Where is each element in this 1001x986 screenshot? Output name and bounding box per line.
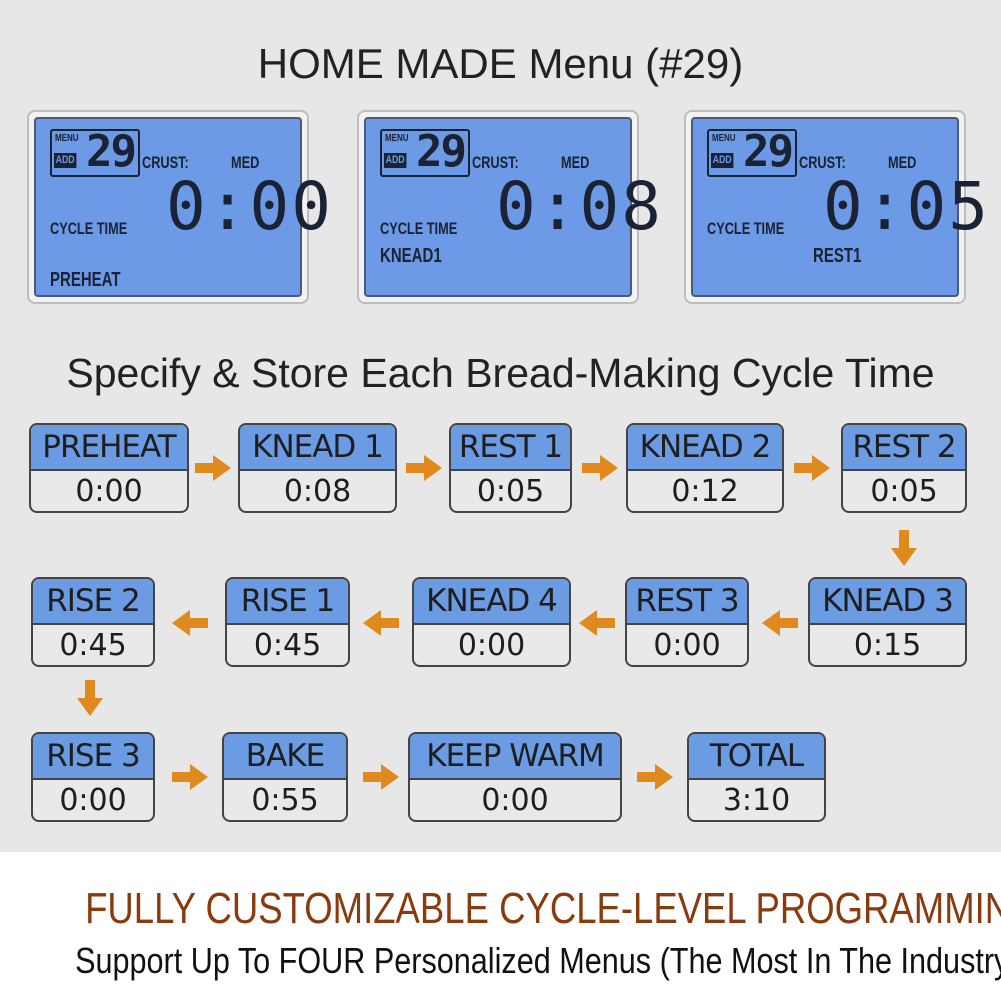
- cycle-step-box: PREHEAT 0:00: [29, 423, 189, 513]
- menu-title: HOME MADE Menu (#29): [257, 40, 744, 87]
- stage-label: REST1: [813, 245, 862, 267]
- arrow-right-icon: [582, 455, 618, 481]
- menu-label: MENU: [385, 133, 409, 144]
- step-label: KNEAD 2: [628, 425, 782, 471]
- step-time: 0:08: [283, 474, 352, 509]
- cycle-time-value: 0:05: [823, 168, 990, 245]
- add-label: ADD: [384, 153, 407, 168]
- menu-number-box: MENU ADD 29: [707, 129, 797, 177]
- crust-value: MED: [231, 153, 260, 172]
- cycle-step-box: REST 1 0:05: [449, 423, 572, 513]
- lcd-screen: MENU ADD 29 CRUST: MED 0:05 CYCLE TIME R…: [691, 117, 988, 297]
- step-label: KEEP WARM: [410, 734, 620, 780]
- step-time: 0:45: [253, 628, 322, 663]
- step-time: 0:12: [671, 474, 739, 509]
- cycle-step-box: REST 2 0:05: [841, 423, 967, 513]
- step-label: BAKE: [224, 734, 346, 780]
- cycle-time-label: CYCLE TIME: [707, 219, 785, 238]
- arrow-right-icon: [172, 764, 208, 790]
- arrow-down-icon: [891, 530, 917, 566]
- menu-label: MENU: [712, 133, 736, 144]
- arrow-down-icon: [77, 680, 103, 716]
- step-label: KNEAD 1: [240, 425, 395, 471]
- crust-label: CRUST:: [472, 153, 519, 172]
- promo-subheading: Support Up To FOUR Personalized Menus (T…: [75, 940, 1001, 981]
- cycle-step-box: TOTAL 3:10: [687, 732, 826, 822]
- crust-label: CRUST:: [799, 153, 846, 172]
- step-label: RISE 3: [33, 734, 153, 780]
- lcd-display: MENU ADD 29 CRUST: MED 0:05 CYCLE TIME R…: [684, 110, 988, 304]
- menu-label: MENU: [55, 133, 79, 144]
- lcd-display: MENU ADD 29 CRUST: MED 0:00 CYCLE TIME P…: [27, 110, 331, 304]
- arrow-left-icon: [363, 610, 399, 636]
- stage-label: KNEAD1: [380, 245, 442, 267]
- step-label: PREHEAT: [31, 425, 187, 471]
- step-label: TOTAL: [689, 734, 824, 780]
- step-label: KNEAD 3: [810, 579, 965, 625]
- step-label: KNEAD 4: [414, 579, 569, 625]
- cycle-step-box: RISE 1 0:45: [225, 577, 350, 667]
- arrow-left-icon: [172, 610, 208, 636]
- cycle-step-box: KNEAD 3 0:15: [808, 577, 967, 667]
- step-time: 0:55: [251, 783, 319, 818]
- cycle-step-box: KEEP WARM 0:00: [408, 732, 622, 822]
- step-label: RISE 2: [33, 579, 153, 625]
- crust-value: MED: [561, 153, 590, 172]
- step-time: 0:00: [75, 474, 143, 509]
- menu-number-box: MENU ADD 29: [380, 129, 470, 177]
- step-time: 0:00: [653, 628, 721, 663]
- step-label: REST 2: [843, 425, 965, 471]
- menu-number: 29: [743, 126, 794, 177]
- step-time: 0:05: [870, 474, 938, 509]
- cycle-step-box: KNEAD 1 0:08: [238, 423, 397, 513]
- cycle-step-box: KNEAD 4 0:00: [412, 577, 571, 667]
- step-time: 0:45: [59, 628, 127, 663]
- step-label: REST 3: [627, 579, 747, 625]
- cycle-time-value: 0:00: [166, 168, 333, 245]
- crust-label: CRUST:: [142, 153, 189, 172]
- step-time: 0:00: [457, 628, 526, 663]
- arrow-right-icon: [637, 764, 673, 790]
- cycle-step-box: BAKE 0:55: [222, 732, 348, 822]
- cycle-subtitle: Specify & Store Each Bread-Making Cycle …: [66, 350, 935, 396]
- step-time: 0:05: [476, 474, 545, 509]
- step-label: RISE 1: [227, 579, 348, 625]
- lcd-display: MENU ADD 29 CRUST: MED 0:08 CYCLE TIME K…: [357, 110, 661, 304]
- cycle-step-box: RISE 2 0:45: [31, 577, 155, 667]
- lcd-screen: MENU ADD 29 CRUST: MED 0:00 CYCLE TIME P…: [34, 117, 331, 297]
- crust-value: MED: [888, 153, 917, 172]
- cycle-time-label: CYCLE TIME: [50, 219, 128, 238]
- arrow-left-icon: [762, 610, 798, 636]
- stage-label: PREHEAT: [50, 269, 121, 291]
- step-time: 3:10: [722, 783, 791, 818]
- menu-number: 29: [86, 126, 137, 177]
- step-time: 0:00: [59, 783, 127, 818]
- arrow-left-icon: [579, 610, 615, 636]
- step-time: 0:00: [481, 783, 549, 818]
- step-label: REST 1: [451, 425, 570, 471]
- arrow-right-icon: [406, 455, 442, 481]
- arrow-right-icon: [363, 764, 399, 790]
- add-label: ADD: [711, 153, 734, 168]
- promo-heading: FULLY CUSTOMIZABLE CYCLE-LEVEL PROGRAMMI…: [85, 884, 1001, 933]
- cycle-time-label: CYCLE TIME: [380, 219, 458, 238]
- step-time: 0:15: [853, 628, 922, 663]
- arrow-right-icon: [794, 455, 830, 481]
- lcd-screen: MENU ADD 29 CRUST: MED 0:08 CYCLE TIME K…: [364, 117, 661, 297]
- add-label: ADD: [54, 153, 77, 168]
- arrow-right-icon: [195, 455, 231, 481]
- cycle-step-box: RISE 3 0:00: [31, 732, 155, 822]
- menu-number: 29: [416, 126, 467, 177]
- cycle-time-value: 0:08: [496, 168, 663, 245]
- cycle-step-box: REST 3 0:00: [625, 577, 749, 667]
- menu-number-box: MENU ADD 29: [50, 129, 140, 177]
- cycle-step-box: KNEAD 2 0:12: [626, 423, 784, 513]
